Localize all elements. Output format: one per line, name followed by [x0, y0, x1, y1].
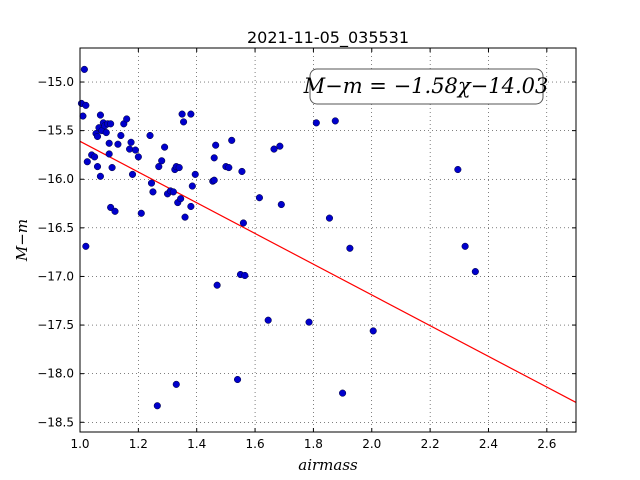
- data-point: [212, 141, 220, 149]
- x-tick-label: 1.8: [304, 437, 323, 451]
- data-point: [82, 101, 90, 109]
- equation-box-border: [309, 68, 544, 105]
- y-axis-label: M−m: [13, 219, 31, 262]
- data-point: [305, 318, 313, 326]
- data-point: [471, 268, 479, 276]
- equation-box: M−m = −1.58χ−14.03: [303, 68, 549, 105]
- data-point: [264, 316, 272, 324]
- x-axis-label: airmass: [298, 456, 358, 474]
- y-tick-label: −17.5: [37, 318, 74, 332]
- data-point: [276, 142, 284, 150]
- data-point: [238, 167, 246, 176]
- data-point: [93, 132, 102, 141]
- data-point: [454, 165, 462, 174]
- y-tick-label: −18.5: [37, 415, 74, 429]
- data-point: [213, 281, 221, 289]
- data-point: [461, 242, 469, 250]
- data-point: [80, 65, 88, 73]
- y-tick-label: −15.0: [37, 75, 74, 89]
- data-point: [137, 209, 145, 217]
- data-point: [339, 389, 347, 397]
- data-point: [91, 153, 99, 161]
- data-point: [114, 140, 122, 148]
- data-point: [134, 153, 142, 161]
- fit-line: [79, 140, 577, 403]
- data-point: [312, 119, 320, 127]
- data-point: [147, 179, 156, 187]
- data-point: [146, 131, 154, 140]
- data-point: [111, 207, 119, 215]
- data-point: [187, 202, 195, 211]
- x-tick-label: 1.0: [70, 437, 89, 451]
- data-point: [180, 118, 188, 126]
- data-point: [331, 117, 339, 125]
- equation-text: M−m = −1.58χ−14.03: [303, 74, 549, 98]
- x-tick-label: 2.4: [479, 437, 498, 451]
- data-point: [96, 111, 104, 119]
- data-point: [175, 164, 183, 172]
- grid-lines: [79, 48, 576, 432]
- y-tick-label: −16.0: [37, 172, 74, 186]
- data-point: [108, 164, 116, 172]
- data-point: [117, 131, 125, 140]
- data-point: [158, 157, 166, 165]
- fit-line-layer: [79, 140, 577, 403]
- data-point: [277, 200, 285, 209]
- data-point: [178, 110, 186, 118]
- data-point: [346, 244, 354, 252]
- y-tick-label: −18.0: [37, 367, 74, 381]
- data-point: [172, 380, 180, 388]
- data-point: [188, 182, 196, 190]
- x-tick-label: 2.0: [362, 437, 381, 451]
- data-point: [153, 402, 161, 410]
- plot-frame: [79, 47, 577, 433]
- data-point: [102, 129, 110, 137]
- data-point: [169, 188, 177, 196]
- y-tick-label: −16.5: [37, 221, 74, 235]
- axis-ticks: 1.0 1.2 1.4 1.6 1.8 2.0 2.2 2.4 2.6 −15.0 −15.5 −16…: [37, 48, 576, 451]
- y-tick-label: −15.5: [37, 124, 74, 138]
- data-point: [255, 194, 263, 202]
- data-point: [149, 188, 157, 196]
- data-point: [225, 164, 233, 172]
- data-point: [83, 158, 91, 166]
- data-point: [191, 170, 199, 178]
- data-point: [105, 139, 113, 147]
- data-point: [123, 115, 131, 123]
- data-point: [210, 176, 218, 184]
- x-tick-label: 2.2: [421, 437, 440, 451]
- x-tick-label: 1.6: [246, 437, 265, 451]
- data-point: [82, 242, 90, 250]
- data-point: [128, 170, 137, 178]
- data-point: [107, 120, 115, 128]
- chart-title: 2021-11-05_035531: [247, 28, 409, 48]
- x-tick-label: 1.2: [129, 437, 148, 451]
- data-point: [126, 145, 134, 153]
- data-points: [77, 65, 479, 410]
- data-point: [270, 145, 278, 153]
- data-point: [105, 150, 113, 158]
- data-point: [177, 195, 185, 203]
- data-point: [241, 271, 249, 280]
- data-point: [234, 375, 242, 384]
- data-point: [325, 214, 334, 222]
- data-point: [369, 327, 377, 335]
- data-point: [127, 138, 135, 146]
- y-tick-label: −17.0: [37, 269, 74, 283]
- x-tick-label: 2.6: [537, 437, 556, 451]
- data-point: [210, 154, 218, 162]
- data-point: [239, 219, 247, 227]
- data-point: [187, 110, 195, 118]
- data-point: [93, 163, 102, 171]
- data-point: [161, 143, 169, 151]
- data-point: [181, 213, 189, 221]
- x-tick-label: 1.4: [187, 437, 206, 451]
- data-point: [131, 146, 139, 154]
- data-point: [228, 136, 236, 144]
- data-point: [96, 172, 104, 180]
- data-point: [79, 112, 87, 120]
- data-point: [155, 163, 163, 171]
